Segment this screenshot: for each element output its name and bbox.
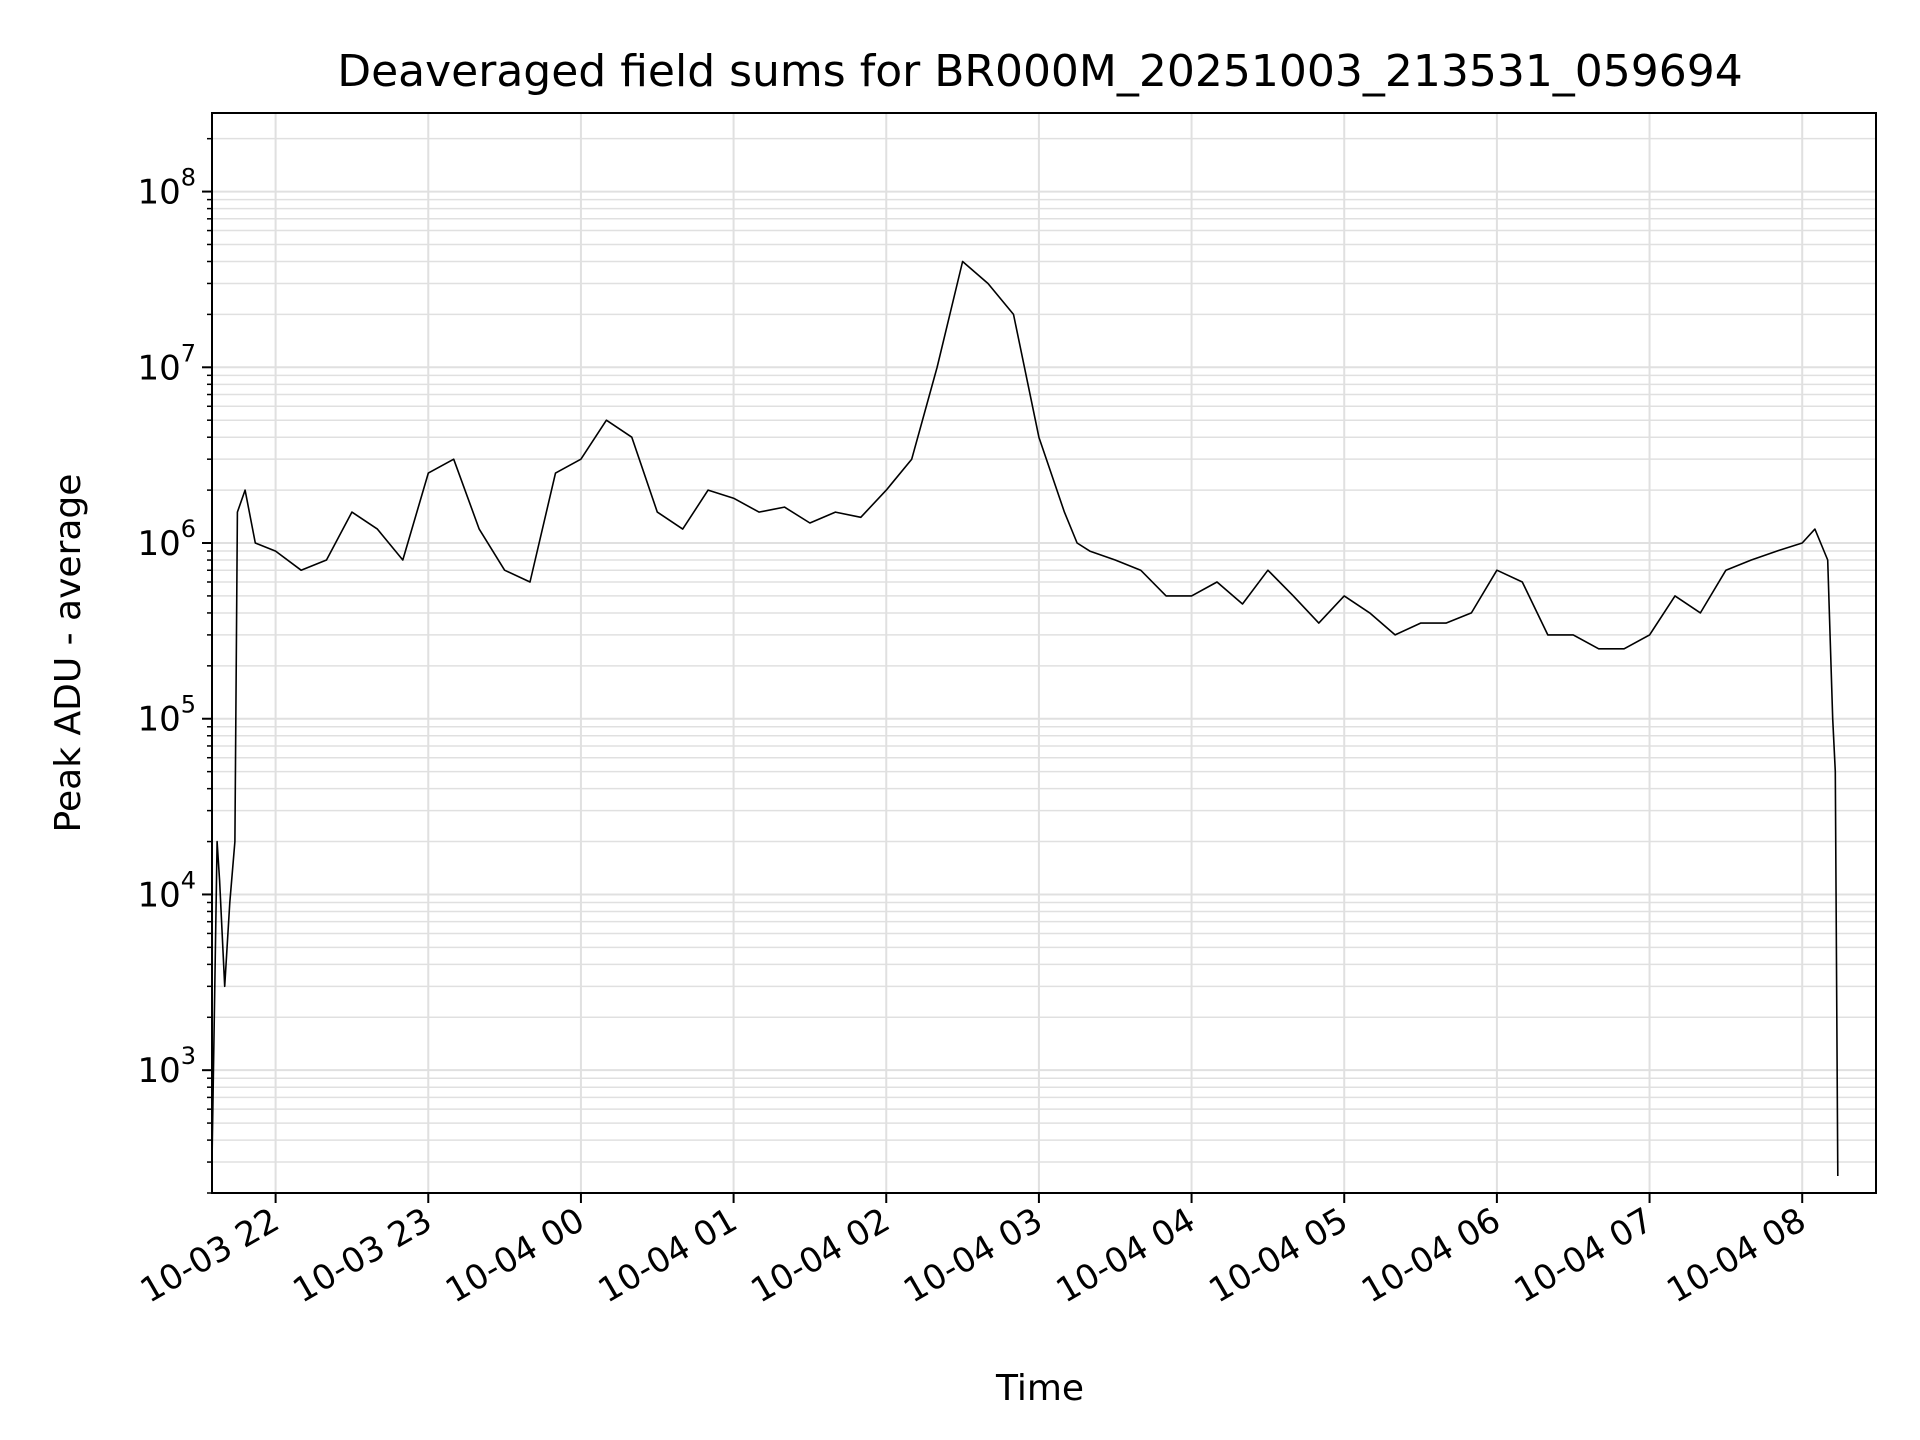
y-tick-label: 108 bbox=[137, 164, 196, 213]
y-tick-label: 107 bbox=[137, 339, 196, 388]
y-tick-label: 104 bbox=[137, 866, 196, 915]
plot-frame bbox=[211, 112, 1877, 1194]
y-tick-label: 106 bbox=[137, 515, 196, 564]
y-axis-ticks: 103 104 105 106 107 108 bbox=[137, 137, 212, 1194]
chart-title: Deaveraged field sums for BR000M_2025100… bbox=[337, 46, 1743, 97]
series-line bbox=[211, 260, 1839, 1177]
data-series bbox=[211, 260, 1839, 1177]
y-tick-label: 103 bbox=[137, 1042, 196, 1091]
y-axis-label: Peak ADU - average bbox=[48, 474, 89, 833]
x-axis-label: Time bbox=[995, 1368, 1084, 1409]
y-tick-label: 105 bbox=[137, 691, 196, 740]
grid-lines bbox=[212, 113, 1876, 1194]
